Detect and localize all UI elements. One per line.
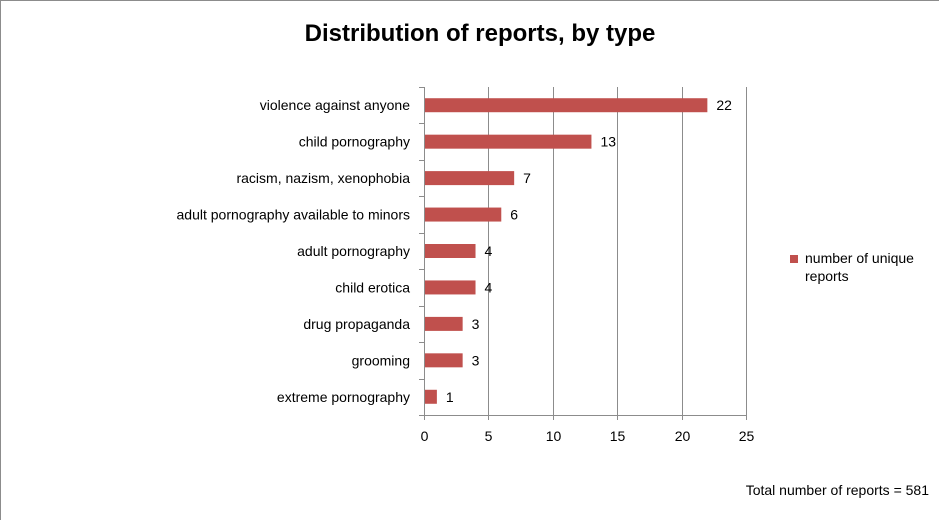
bar [425,316,463,331]
x-tick-label: 25 [739,428,755,444]
legend-swatch [790,255,798,263]
bar [425,98,708,113]
legend: number of unique reports [790,249,930,285]
category-label: adult pornography available to minors [177,207,410,223]
category-label: child erotica [335,279,410,295]
x-tick-label: 20 [675,428,691,444]
data-label: 6 [510,207,518,223]
data-label: 3 [472,316,480,332]
data-label: 7 [523,170,531,186]
data-label: 22 [716,97,732,113]
data-label: 4 [485,279,493,295]
bar [425,134,592,149]
data-label: 1 [446,389,454,405]
total-reports-note: Total number of reports = 581 [745,482,929,498]
category-label: grooming [352,352,410,368]
chart-title: Distribution of reports, by type [304,20,656,47]
data-label: 4 [485,243,493,259]
bar [425,280,476,295]
bar [425,353,463,368]
category-label: extreme pornography [277,389,410,405]
category-label: child pornography [299,134,410,150]
x-tick-label: 0 [421,428,429,444]
x-tick-label: 5 [485,428,493,444]
x-tick-label: 15 [610,428,626,444]
bar [425,171,515,186]
legend-label: number of unique reports [805,250,914,284]
category-label: racism, nazism, xenophobia [236,170,410,186]
data-label: 13 [600,134,616,150]
data-label: 3 [472,352,480,368]
bar [425,389,437,404]
bar [425,244,476,258]
category-label: adult pornography [297,243,410,259]
category-label: drug propaganda [303,316,410,332]
x-tick-label: 10 [546,428,562,444]
category-label: violence against anyone [260,97,410,113]
bar [425,207,502,222]
